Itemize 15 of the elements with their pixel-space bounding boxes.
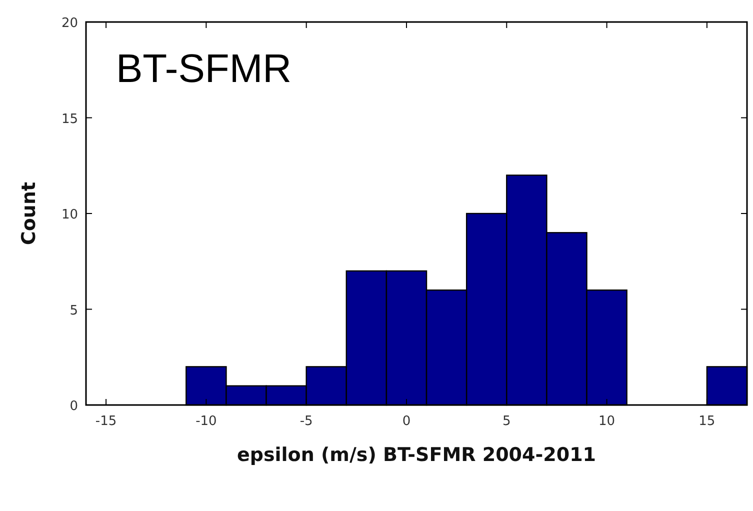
y-axis-title: Count: [18, 182, 40, 246]
x-tick-label: 15: [698, 414, 716, 429]
x-tick-label: -5: [300, 414, 313, 429]
y-tick-label: 10: [61, 208, 78, 222]
x-tick-label: -10: [196, 414, 217, 429]
y-tick-label: 15: [61, 112, 78, 127]
x-tick-label: 5: [502, 414, 511, 429]
x-tick-label: 10: [598, 414, 616, 429]
annotation: BT-SFMR: [116, 47, 292, 91]
y-tick-label: 20: [61, 16, 78, 31]
y-tick-label: 5: [70, 303, 78, 318]
x-tick-label: 0: [402, 414, 411, 429]
x-axis-title: epsilon (m/s) BT-SFMR 2004-2011: [236, 444, 596, 466]
x-tick-label: -15: [95, 414, 117, 429]
y-tick-label: 0: [70, 399, 78, 414]
